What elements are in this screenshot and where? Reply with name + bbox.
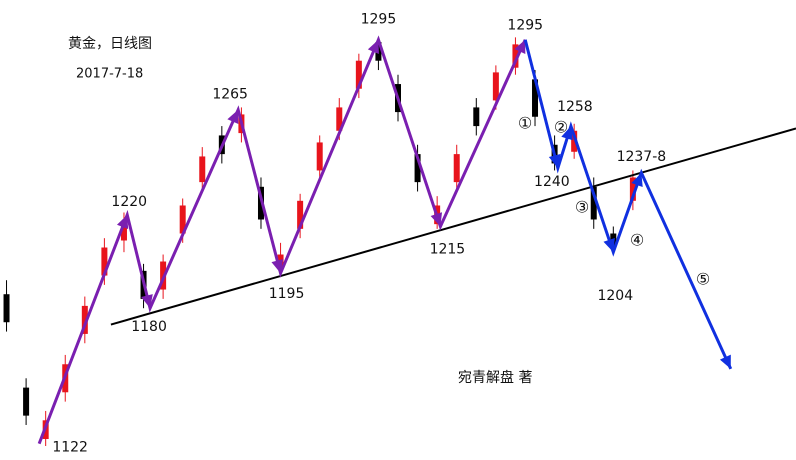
- price-label: 1258: [557, 99, 593, 115]
- candle-body: [512, 44, 519, 68]
- candle-body: [473, 107, 480, 127]
- candle-body: [590, 186, 597, 220]
- wave-number: ④: [630, 231, 644, 250]
- candle-body: [120, 221, 127, 241]
- candle-body: [23, 387, 30, 416]
- candle-body: [101, 247, 108, 276]
- candle-body: [336, 107, 343, 131]
- candle-body: [355, 60, 362, 89]
- price-label: 1237-8: [617, 149, 667, 165]
- arrow-head: [430, 212, 443, 227]
- arrow-head: [367, 39, 379, 55]
- candle-body: [453, 154, 460, 183]
- price-label: 1220: [111, 194, 147, 210]
- price-label: 1295: [507, 18, 543, 34]
- price-label: 1180: [131, 319, 167, 335]
- arrow-head: [141, 294, 153, 309]
- wave-number: ①: [518, 114, 532, 133]
- arrow-head: [271, 259, 284, 274]
- candle-body: [492, 72, 499, 101]
- wave-number: ⑤: [696, 270, 710, 289]
- trendline: [110, 127, 796, 326]
- chart-title: 黄金，日线图: [68, 35, 152, 52]
- candle-body: [3, 294, 10, 323]
- price-label: 1295: [361, 12, 397, 28]
- arrow-head: [631, 172, 643, 188]
- candle-body: [316, 142, 323, 171]
- chart-subtitle: 2017-7-18: [76, 67, 143, 82]
- arrow-head: [603, 237, 615, 253]
- candle-body: [81, 305, 88, 334]
- price-label: 1122: [52, 440, 88, 456]
- candle-body: [199, 156, 206, 183]
- wave-number: ②: [554, 118, 568, 137]
- candle-body: [571, 130, 578, 152]
- candle-body: [629, 177, 636, 201]
- wave-line: [523, 39, 733, 370]
- price-label: 1204: [597, 288, 633, 304]
- arrow-head: [561, 126, 573, 141]
- wave-line: [37, 35, 527, 445]
- candle-body: [532, 79, 539, 117]
- arrow-head: [514, 39, 526, 55]
- author: 宛青解盘 著: [458, 369, 532, 386]
- arrow-head: [548, 154, 561, 169]
- candle-body: [414, 154, 421, 183]
- wave-number: ③: [575, 198, 589, 217]
- price-label: 1215: [430, 241, 466, 257]
- price-label: 1265: [212, 87, 248, 103]
- arrow-head: [719, 354, 731, 369]
- arrow-head: [116, 214, 129, 230]
- candle-body: [297, 200, 304, 229]
- candle-body: [179, 205, 186, 234]
- price-label: 1240: [534, 174, 570, 190]
- arrow-head: [227, 109, 239, 125]
- price-label: 1195: [269, 286, 305, 302]
